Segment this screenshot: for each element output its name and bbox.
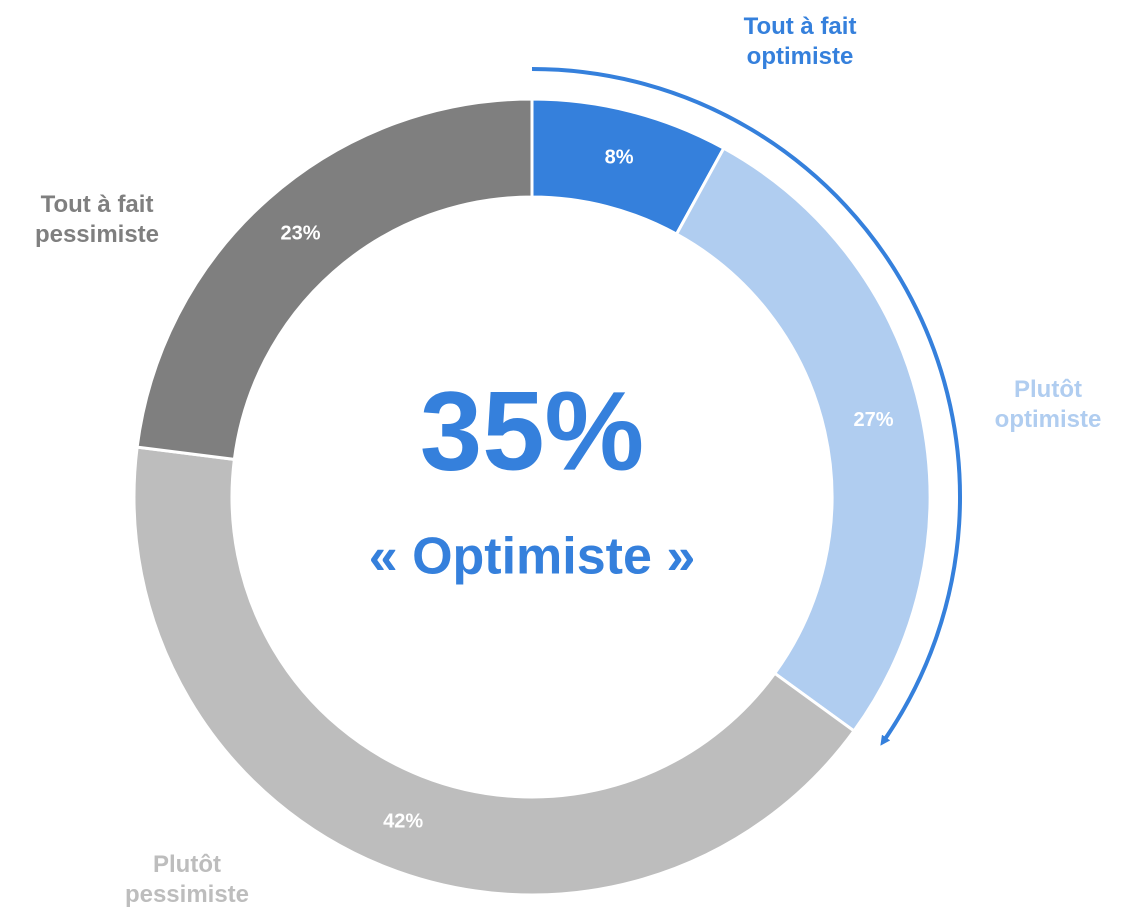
category-label: Plutôt pessimiste	[124, 851, 250, 908]
category-label: Plutôt optimiste	[994, 376, 1102, 433]
value-label: 23%	[281, 223, 321, 245]
category-label: Tout à fait pessimiste	[34, 191, 160, 248]
donut-segment	[132, 445, 857, 897]
arrow	[531, 67, 962, 746]
category-label: Tout à fait optimiste	[743, 13, 857, 70]
donut-segment	[674, 146, 932, 734]
donut-segment	[135, 97, 534, 462]
value-label: 27%	[854, 409, 894, 431]
value-label: 42%	[383, 811, 423, 833]
value-label: 8%	[605, 146, 634, 168]
center-value: 35%	[420, 369, 644, 494]
center-label: « Optimiste »	[369, 528, 696, 586]
